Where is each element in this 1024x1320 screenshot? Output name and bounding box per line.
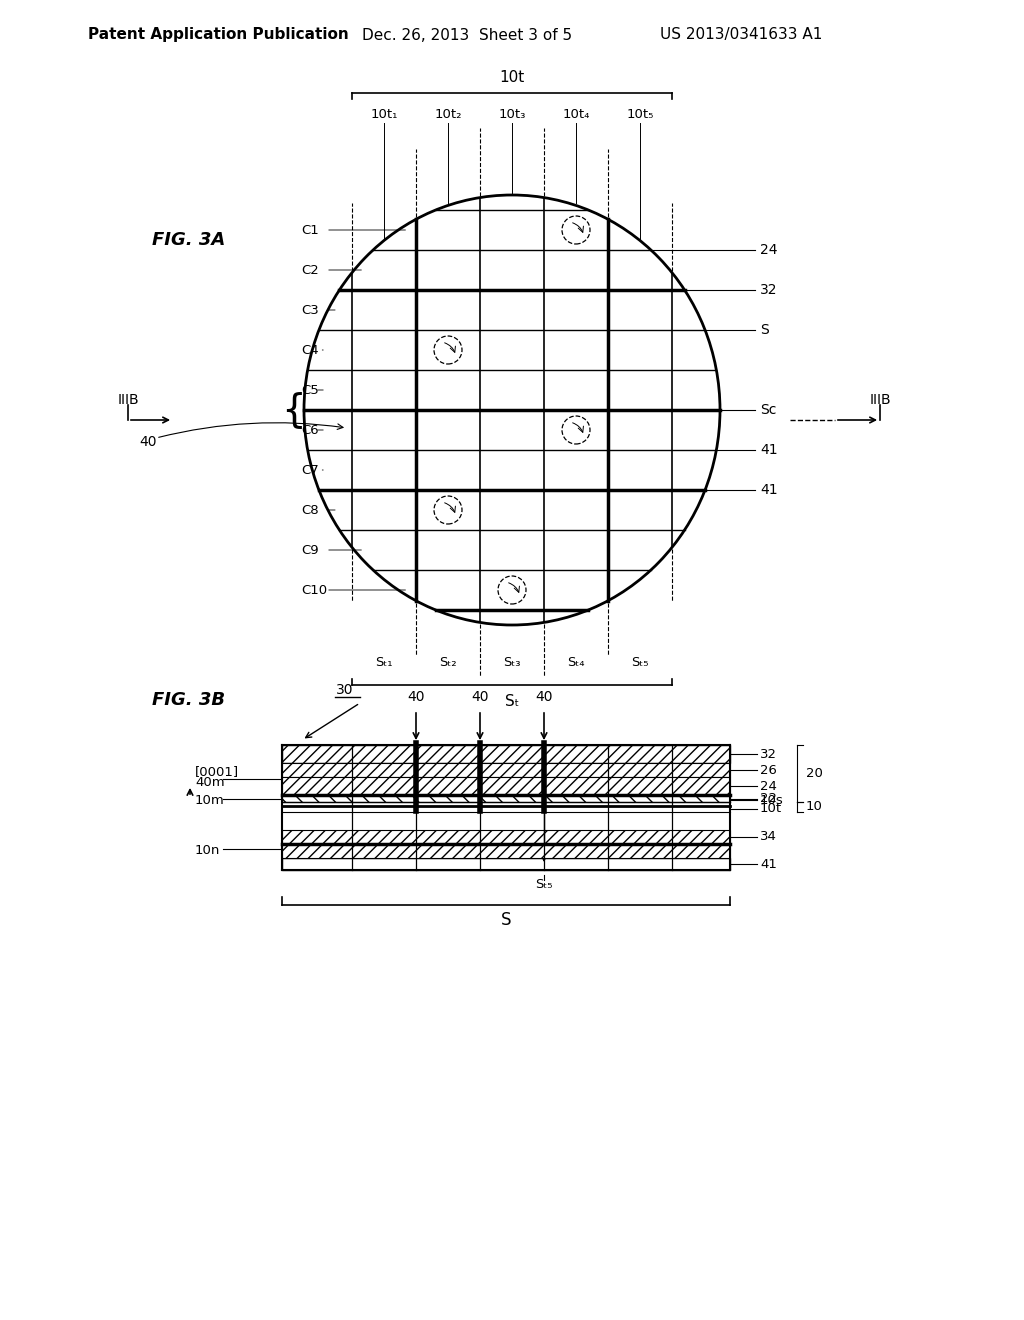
Text: 10m: 10m [195,793,224,807]
Text: Sₜ₂: Sₜ₂ [439,656,457,669]
Text: Dec. 26, 2013  Sheet 3 of 5: Dec. 26, 2013 Sheet 3 of 5 [362,28,572,42]
Text: 10: 10 [806,800,823,813]
Text: C8: C8 [301,503,318,516]
Text: 10t₄: 10t₄ [562,108,590,121]
Text: 24: 24 [760,243,777,257]
Text: 32: 32 [760,747,777,760]
Text: IIIB: IIIB [117,393,139,407]
Text: 41: 41 [760,483,777,498]
Text: Sₜ₅: Sₜ₅ [631,656,649,669]
Text: 40: 40 [536,690,553,704]
Text: 41: 41 [760,444,777,457]
Text: C5: C5 [301,384,318,396]
Text: 10t₁: 10t₁ [371,108,397,121]
Text: C10: C10 [301,583,327,597]
Text: 30: 30 [336,682,353,697]
Text: Sₜ₄: Sₜ₄ [567,656,585,669]
Text: Sₜ₁: Sₜ₁ [375,656,393,669]
Text: [0001]: [0001] [195,766,240,779]
Text: 40: 40 [408,690,425,704]
Bar [282,744,730,763]
Text: 32: 32 [760,282,777,297]
Text: 40m: 40m [195,776,224,788]
Text: Sc: Sc [760,403,776,417]
Text: {: { [281,391,305,429]
Text: 26: 26 [760,763,777,776]
Text: C7: C7 [301,463,318,477]
Text: Sₜ₅: Sₜ₅ [536,879,553,891]
Bar [282,807,730,812]
Text: 10t₃: 10t₃ [499,108,525,121]
Text: 10t₅: 10t₅ [627,108,653,121]
Bar [282,763,730,777]
Text: C1: C1 [301,223,318,236]
Text: 34: 34 [760,830,777,843]
Bar [282,830,730,843]
Bar [282,858,730,870]
Text: 10t: 10t [760,803,782,816]
Text: C3: C3 [301,304,318,317]
Text: US 2013/0341633 A1: US 2013/0341633 A1 [660,28,822,42]
Text: FIG. 3B: FIG. 3B [152,690,225,709]
Text: Patent Application Publication: Patent Application Publication [88,28,349,42]
Text: 41: 41 [760,858,777,870]
Text: Sₜ₃: Sₜ₃ [503,656,521,669]
Text: C2: C2 [301,264,318,276]
Bar [282,843,730,858]
Text: 22: 22 [760,792,777,805]
Text: 24: 24 [760,780,777,792]
Text: S: S [760,323,769,337]
Text: FIG. 3A: FIG. 3A [152,231,225,249]
Text: 10t₂: 10t₂ [434,108,462,121]
Text: 10s: 10s [760,793,783,807]
Text: 10t: 10t [500,70,524,84]
Text: S: S [501,911,511,929]
Text: 40: 40 [471,690,488,704]
Text: C4: C4 [301,343,318,356]
Text: C6: C6 [301,424,318,437]
Bar [282,777,730,795]
Text: C9: C9 [301,544,318,557]
Bar [282,795,730,803]
Text: Sₜ: Sₜ [505,693,519,709]
Text: 40: 40 [139,436,157,449]
Text: IIIB: IIIB [869,393,891,407]
Text: 10n: 10n [195,845,220,858]
Text: 20: 20 [806,767,823,780]
